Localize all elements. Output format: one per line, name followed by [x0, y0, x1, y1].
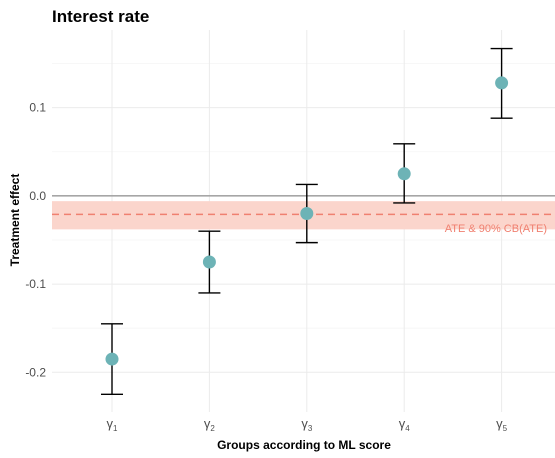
x-axis-ticks: γ1 γ2 γ3 γ4 γ5 — [107, 416, 508, 433]
x-tick-label: γ2 — [204, 416, 216, 433]
chart-title: Interest rate — [52, 7, 149, 26]
y-axis-title: Treatment effect — [8, 174, 22, 267]
x-tick-label: γ5 — [496, 416, 508, 433]
ate-label: ATE & 90% CB(ATE) — [445, 223, 547, 235]
x-tick-label: γ3 — [301, 416, 313, 433]
y-tick-label: 0.0 — [29, 189, 46, 203]
y-tick-label: -0.2 — [25, 365, 46, 379]
point-estimate — [202, 255, 216, 269]
y-tick-label: -0.1 — [25, 277, 46, 291]
x-tick-label: γ4 — [399, 416, 411, 433]
y-tick-label: 0.1 — [29, 101, 46, 115]
point-estimates — [105, 76, 509, 366]
y-axis-ticks: 0.1 0.0 -0.1 -0.2 — [25, 101, 46, 380]
point-estimate — [105, 352, 119, 366]
point-estimate — [397, 167, 411, 181]
point-estimate — [300, 207, 314, 221]
point-estimate — [495, 76, 509, 90]
x-axis-title: Groups according to ML score — [217, 438, 391, 452]
x-tick-label: γ1 — [107, 416, 119, 433]
